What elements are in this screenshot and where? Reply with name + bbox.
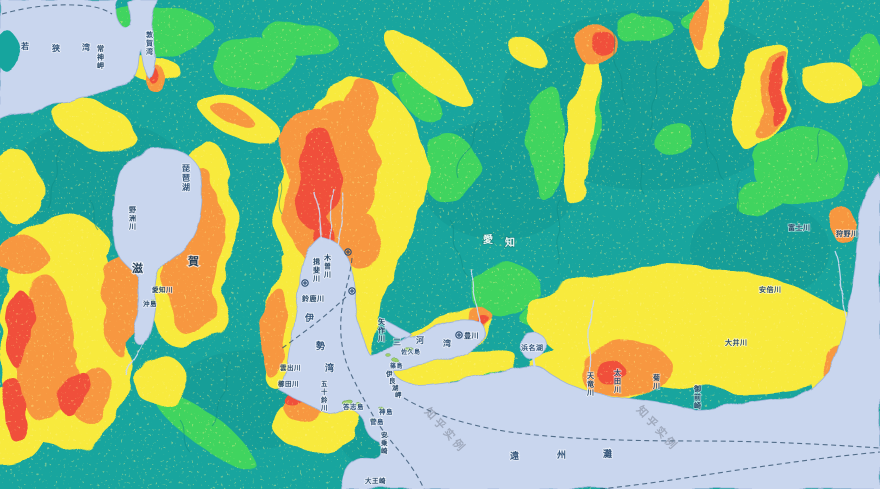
map-label: 答志島: [343, 402, 364, 411]
hamana-channel: [532, 357, 538, 373]
lake-biwa: [112, 148, 203, 345]
anchor-port-icon: [348, 287, 356, 295]
map-labels-layer: 若狭湾常神岬 敦賀湾琵琶湖滋 賀 愛 知 野洲川愛知川沖島 揖斐川木曽川鈴鹿川伊勢湾雲出川櫛…: [19, 29, 859, 486]
map-label: 雲出川: [280, 363, 301, 372]
map-label: 豊川: [464, 331, 479, 340]
route-wakasa-bay: [1, 4, 113, 15]
map-label: 鈴鹿川: [302, 294, 325, 303]
map-label: 愛知: [483, 233, 516, 249]
anchor-port-icon: [455, 331, 463, 339]
map-label: 揖斐川: [312, 257, 321, 283]
islands: [149, 298, 413, 421]
map-label: 沖島: [143, 299, 157, 308]
map-label: 御前崎: [693, 384, 702, 410]
map-label: 菅島: [370, 417, 384, 426]
map-label: 大王崎: [365, 476, 386, 485]
lake-hamana: [519, 331, 547, 360]
map-label: 浜名湖: [521, 343, 544, 352]
anchor-port-icon: [344, 248, 352, 256]
map-label: 神島: [379, 407, 393, 416]
map-label: 菊川: [652, 373, 661, 391]
map-label: 愛知川: [152, 285, 173, 294]
map-label: 安乗崎: [380, 430, 388, 455]
map-label: 天竜川: [586, 372, 595, 397]
map-label: 富士川: [788, 223, 811, 232]
map-label: 大井川: [725, 338, 748, 347]
map-label: 狩野川: [836, 229, 859, 238]
map-label: 若狭湾: [20, 41, 91, 53]
shipping-lane-upper: [403, 397, 880, 449]
ferry-route-ise-bay: [340, 257, 425, 489]
map-label: 敦賀湾: [145, 30, 154, 56]
map-label: 佐久島: [400, 348, 421, 356]
map-label: 三河湾: [393, 335, 452, 348]
map-label: 篠島: [389, 362, 403, 370]
map-label: 櫛田川: [277, 379, 299, 388]
wakasa-bay: [0, 0, 159, 121]
ferry-route-west-branch: [280, 296, 347, 350]
port-icons-layer: [301, 248, 463, 339]
map-label: 琵琶湖: [182, 164, 191, 192]
ferry-route-lines: [1, 4, 880, 489]
map-label: 常神岬: [97, 44, 105, 70]
map-label: 野洲川: [128, 205, 137, 231]
map-label: 安倍川: [759, 285, 782, 294]
west-peninsula: [0, 32, 20, 72]
map-label: 五十鈴川: [320, 380, 328, 412]
map-label: 木曽川: [323, 253, 332, 279]
shipping-lane-lower: [599, 451, 880, 489]
map-label: 伊勢湾: [304, 312, 335, 373]
anchor-port-icon: [301, 279, 309, 287]
map-label: 伊良湖岬: [385, 369, 402, 399]
map-label: 賀: [187, 254, 200, 268]
river-channels: [125, 187, 847, 395]
map-label: 遠州灘: [510, 448, 613, 461]
map-label: 太田川: [613, 368, 622, 394]
map-label: 矢作川: [377, 317, 386, 343]
map-label: 滋: [132, 261, 144, 275]
